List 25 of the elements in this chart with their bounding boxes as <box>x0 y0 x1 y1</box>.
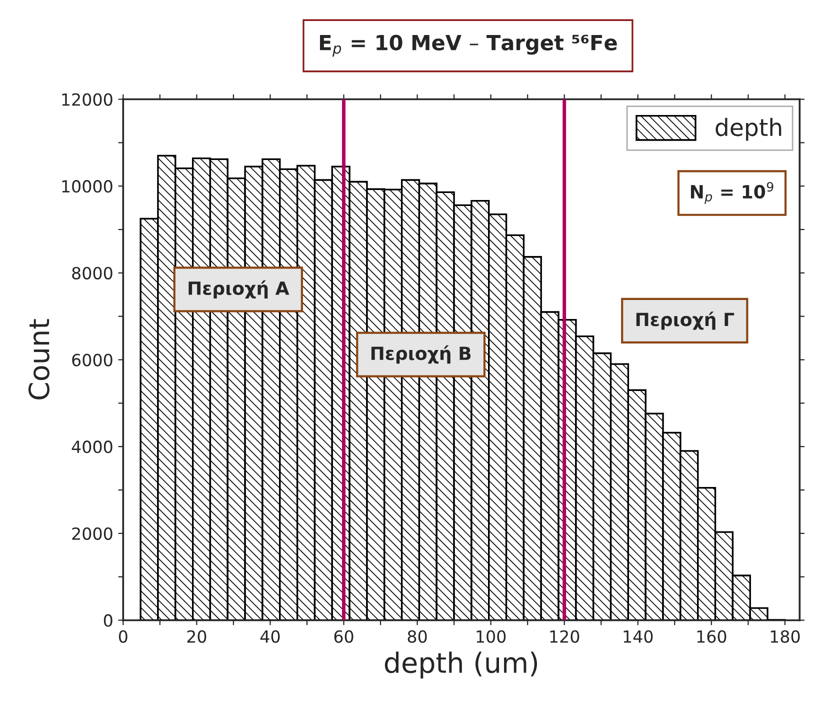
annotation: N$_{p}$ = 10$^{9}$ <box>690 182 774 204</box>
x-tick-label: 80 <box>408 630 427 643</box>
chart-title: E$_{p}$ = 10 MeV – Target ⁵⁶Fe <box>320 34 617 57</box>
x-axis-title: depth (um) <box>384 652 538 679</box>
y-tick-label: 10000 <box>62 180 112 193</box>
y-tick-label: 2000 <box>72 527 112 540</box>
y-tick-label: 8000 <box>72 266 112 280</box>
y-tick-label: 6000 <box>72 354 112 366</box>
x-tick-label: 140 <box>624 630 653 643</box>
y-tick-label: 0 <box>104 614 112 627</box>
annotation: Περιοχή Β <box>371 345 471 364</box>
y-tick-label: 4000 <box>72 440 112 454</box>
x-tick-label: 160 <box>697 630 726 643</box>
y-axis-title: Count <box>28 319 50 400</box>
x-tick-label: 120 <box>550 630 580 643</box>
x-tick-label: 20 <box>187 630 206 643</box>
x-tick-label: 0 <box>118 630 128 643</box>
y-tick-label: 12000 <box>62 93 112 106</box>
x-tick-label: 40 <box>260 630 280 643</box>
x-tick-label: 180 <box>770 630 800 643</box>
x-tick-label: 60 <box>334 630 354 643</box>
annotation: Περιοχή Γ <box>636 312 734 330</box>
x-tick-label: 100 <box>476 630 506 643</box>
legend-label: depth <box>716 118 782 141</box>
annotation: Περιοχή Α <box>188 280 290 299</box>
